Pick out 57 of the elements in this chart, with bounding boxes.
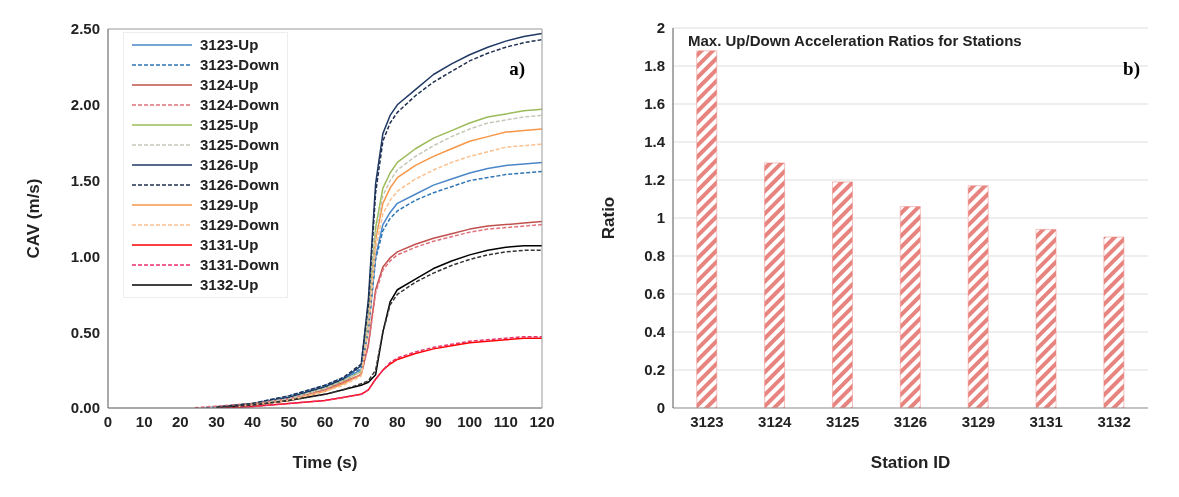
x-tick-label: 3129: [961, 412, 996, 430]
legend-label: 3124-Down: [200, 95, 280, 115]
annotation: b): [1123, 58, 1140, 80]
x-tick-label: 120: [529, 412, 555, 430]
y-tick-label: 2: [656, 19, 665, 37]
y-tick-label: 0.4: [644, 323, 666, 341]
x-tick-label: 20: [171, 412, 189, 430]
x-tick-label: 60: [316, 412, 334, 430]
x-tick-label: 90: [425, 412, 442, 430]
legend-label: 3131-Down: [200, 255, 280, 275]
y-tick-label: 1.4: [644, 133, 666, 151]
x-tick-label: 3131: [1029, 412, 1063, 430]
x-tick-label: 3126: [893, 412, 928, 430]
y-tick-label: 1.50: [70, 171, 100, 189]
annotation: a): [509, 58, 525, 80]
x-tick-label: 80: [388, 412, 406, 430]
y-tick-label: 0.8: [644, 247, 665, 265]
x-tick-label: 3132: [1097, 412, 1131, 430]
legend-label: 3123-Down: [200, 55, 280, 75]
y-tick-label: 0.6: [644, 285, 665, 303]
y-tick-label: 0: [656, 399, 665, 417]
y-tick-label: 0.00: [70, 399, 100, 417]
x-tick-label: 3123: [690, 412, 724, 430]
legend-label: 3129-Down: [200, 215, 280, 235]
x-tick-label: 70: [352, 412, 370, 430]
legend-label: 3125-Up: [200, 115, 259, 135]
x-tick-label: 110: [493, 412, 518, 430]
x-tick-label: 40: [244, 412, 262, 430]
x-tick-label: 3124: [758, 412, 793, 430]
y-tick-label: 0.50: [70, 323, 100, 341]
legend-label: 3126-Down: [200, 175, 280, 195]
y-tick-label: 1.6: [644, 95, 665, 113]
y-tick-label: 1.2: [644, 171, 665, 189]
x-tick-label: 30: [208, 412, 225, 430]
y-tick-label: 0.2: [644, 361, 665, 379]
x-tick-label: 3125: [825, 412, 860, 430]
legend-label: 3131-Up: [200, 235, 259, 255]
x-axis-title: Time (s): [292, 453, 358, 472]
y-tick-label: 2.50: [70, 20, 100, 38]
chart-title: Max. Up/Down Acceleration Ratios for Stations: [688, 32, 1022, 49]
x-tick-label: 0: [103, 412, 113, 430]
y-tick-label: 2.00: [70, 96, 100, 114]
x-tick-label: 50: [280, 412, 298, 430]
y-axis-title: CAV (m/s): [24, 178, 44, 259]
y-tick-label: 1.00: [70, 247, 100, 265]
y-axis-title: Ratio: [599, 196, 619, 240]
x-tick-label: 100: [457, 412, 483, 430]
y-tick-label: 1.8: [644, 57, 665, 75]
legend-label: 3123-Up: [200, 35, 259, 55]
legend-label: 3125-Down: [200, 135, 280, 155]
x-axis-title: Station ID: [870, 453, 951, 472]
legend-label: 3124-Up: [200, 75, 259, 95]
legend-label: 3126-Up: [200, 155, 259, 175]
legend-label: 3132-Up: [200, 275, 259, 295]
y-tick-label: 1: [656, 209, 665, 227]
legend-label: 3129-Up: [200, 195, 259, 215]
x-tick-label: 10: [135, 412, 153, 430]
